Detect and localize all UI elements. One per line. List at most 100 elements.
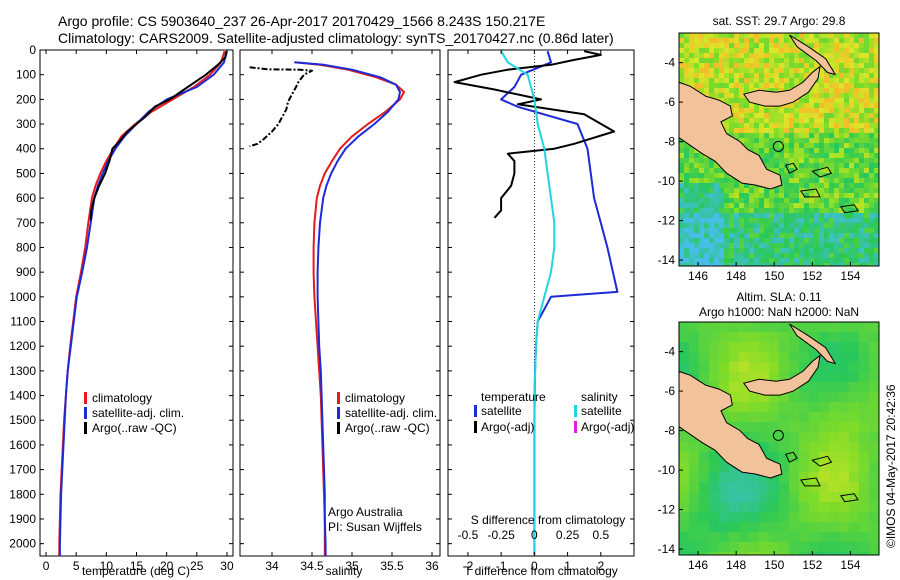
heatmap-cell: [819, 118, 825, 124]
heatmap-cell: [869, 243, 875, 249]
heatmap-cell: [699, 178, 705, 184]
heatmap-cell: [834, 113, 840, 119]
heatmap-cell: [679, 233, 685, 239]
heatmap-cell: [839, 53, 845, 59]
heatmap-cell: [774, 168, 780, 174]
heatmap-cell: [849, 78, 855, 84]
heatmap-cell: [839, 188, 845, 194]
map-x-tick-label: 148: [726, 269, 746, 283]
heatmap-cell: [869, 178, 875, 184]
heatmap-cell: [704, 73, 710, 79]
heatmap-cell: [689, 163, 695, 169]
heatmap-cell: [869, 482, 879, 493]
heatmap-cell: [819, 412, 830, 423]
heatmap-cell: [829, 228, 835, 234]
heatmap-cell: [799, 73, 805, 79]
heatmap-cell: [714, 223, 720, 229]
heatmap-cell: [719, 462, 730, 473]
heatmap-cell: [854, 243, 860, 249]
heatmap-cell: [789, 43, 795, 49]
heatmap-cell: [704, 258, 710, 264]
heatmap-cell: [714, 33, 720, 39]
heatmap-cell: [784, 253, 790, 259]
heatmap-cell: [849, 532, 860, 543]
heatmap-cell: [819, 462, 830, 473]
series-line: [249, 66, 313, 148]
heatmap-cell: [824, 133, 830, 139]
series-line: [453, 50, 616, 219]
heatmap-cell: [749, 203, 755, 209]
heatmap-cell: [869, 43, 875, 49]
heatmap-cell: [724, 38, 730, 44]
heatmap-cell: [809, 58, 815, 64]
heatmap-cell: [749, 213, 755, 219]
heatmap-cell: [839, 223, 845, 229]
heatmap-cell: [839, 322, 850, 333]
heatmap-cell: [829, 123, 835, 129]
heatmap-cell: [679, 203, 685, 209]
heatmap-cell: [789, 48, 795, 54]
heatmap-cell: [794, 218, 800, 224]
heatmap-cell: [869, 148, 875, 154]
heatmap-cell: [769, 78, 775, 84]
heatmap-cell: [729, 502, 740, 513]
heatmap-cell: [839, 532, 850, 543]
heatmap-cell: [699, 532, 710, 543]
difference-series: [453, 50, 619, 556]
heatmap-cell: [784, 143, 790, 149]
heatmap-cell: [859, 492, 870, 503]
heatmap-cell: [739, 208, 745, 214]
heatmap-cell: [764, 218, 770, 224]
land-polygon: [784, 451, 798, 463]
heatmap-cell: [759, 133, 765, 139]
heatmap-cell: [789, 412, 800, 423]
heatmap-cell: [804, 58, 810, 64]
heatmap-cell: [859, 128, 865, 134]
heatmap-cell: [719, 268, 725, 274]
heatmap-cell: [689, 183, 695, 189]
heatmap-cell: [709, 472, 720, 483]
heatmap-cell: [704, 213, 710, 219]
heatmap-cell: [859, 248, 865, 254]
heatmap-cell: [774, 188, 780, 194]
heatmap-cell: [709, 342, 720, 353]
heatmap-cell: [844, 48, 850, 54]
heatmap-cell: [794, 183, 800, 189]
x-tick-label: 2: [597, 559, 604, 573]
heatmap-cell: [839, 512, 850, 523]
heatmap-cell: [719, 502, 730, 513]
heatmap-cell: [719, 552, 730, 555]
salinity-difference-ticks: -0.5 -0.25 0 0.25 0.5: [458, 528, 610, 542]
heatmap-cell: [829, 43, 835, 49]
heatmap-cell: [724, 218, 730, 224]
heatmap-cell: [759, 228, 765, 234]
heatmap-cell: [734, 253, 740, 259]
heatmap-cell: [774, 43, 780, 49]
heatmap-cell: [709, 532, 720, 543]
heatmap-cell: [804, 123, 810, 129]
heatmap-cell: [774, 123, 780, 129]
heatmap-cell: [829, 512, 840, 523]
heatmap-cell: [859, 198, 865, 204]
heatmap-cell: [809, 248, 815, 254]
heatmap-cell: [709, 542, 720, 553]
heatmap-cell: [869, 118, 875, 124]
heatmap-cell: [774, 143, 780, 149]
heatmap-cell: [699, 33, 705, 39]
heatmap-cell: [709, 183, 715, 189]
heatmap-cell: [844, 263, 850, 266]
heatmap-cell: [744, 98, 750, 104]
heatmap-cell: [709, 258, 715, 264]
heatmap-cell: [829, 33, 835, 39]
heatmap-cell: [869, 542, 879, 553]
heatmap-cell: [749, 48, 755, 54]
heatmap-cell: [799, 382, 810, 393]
heatmap-cell: [794, 258, 800, 264]
heatmap-cell: [744, 193, 750, 199]
heatmap-cell: [734, 83, 740, 89]
heatmap-cell: [779, 173, 785, 179]
heatmap-cell: [744, 53, 750, 59]
heatmap-cell: [769, 43, 775, 49]
heatmap-cell: [799, 352, 810, 363]
heatmap-cell: [739, 73, 745, 79]
